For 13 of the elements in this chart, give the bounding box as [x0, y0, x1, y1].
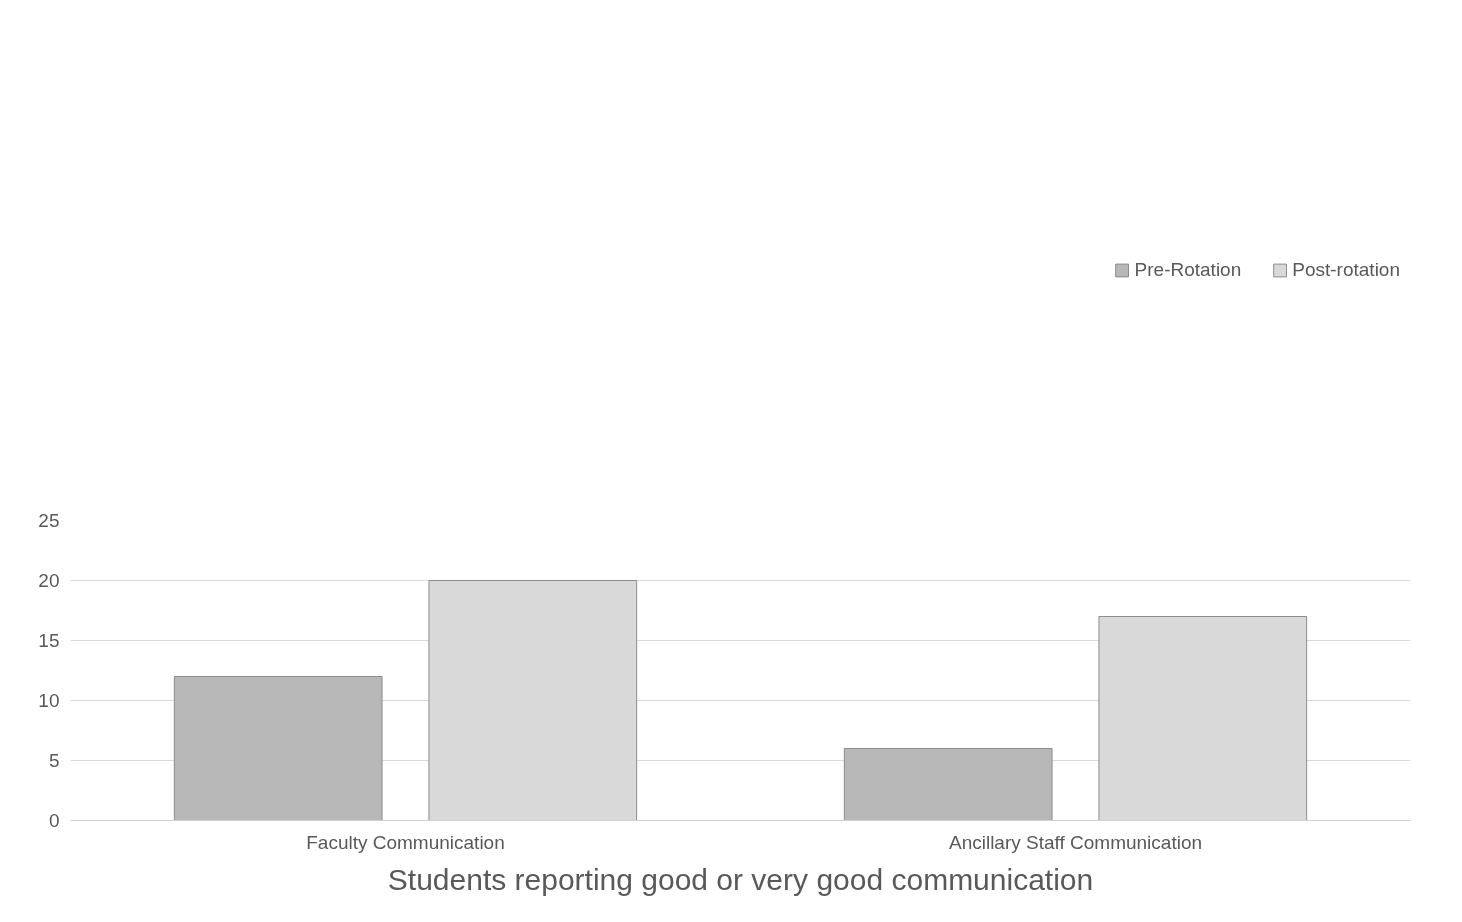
y-tick-label: 10 [38, 690, 60, 711]
y-tick-label: 5 [48, 750, 60, 771]
bar [173, 676, 383, 821]
x-tick-label: Faculty Communication [306, 831, 505, 853]
legend-label: Pre-Rotation [1134, 259, 1242, 281]
y-tick-label: 20 [38, 570, 60, 591]
y-tick-label: 25 [38, 510, 60, 531]
bar [843, 748, 1053, 821]
y-tick-label: 0 [48, 810, 60, 831]
y-tick-label: 15 [38, 630, 60, 651]
text: Students reporting good or very good communication [387, 862, 1094, 896]
legend-label: Post-rotation [1292, 259, 1400, 281]
x-tick-label: Ancillary Staff Communication [948, 831, 1203, 853]
